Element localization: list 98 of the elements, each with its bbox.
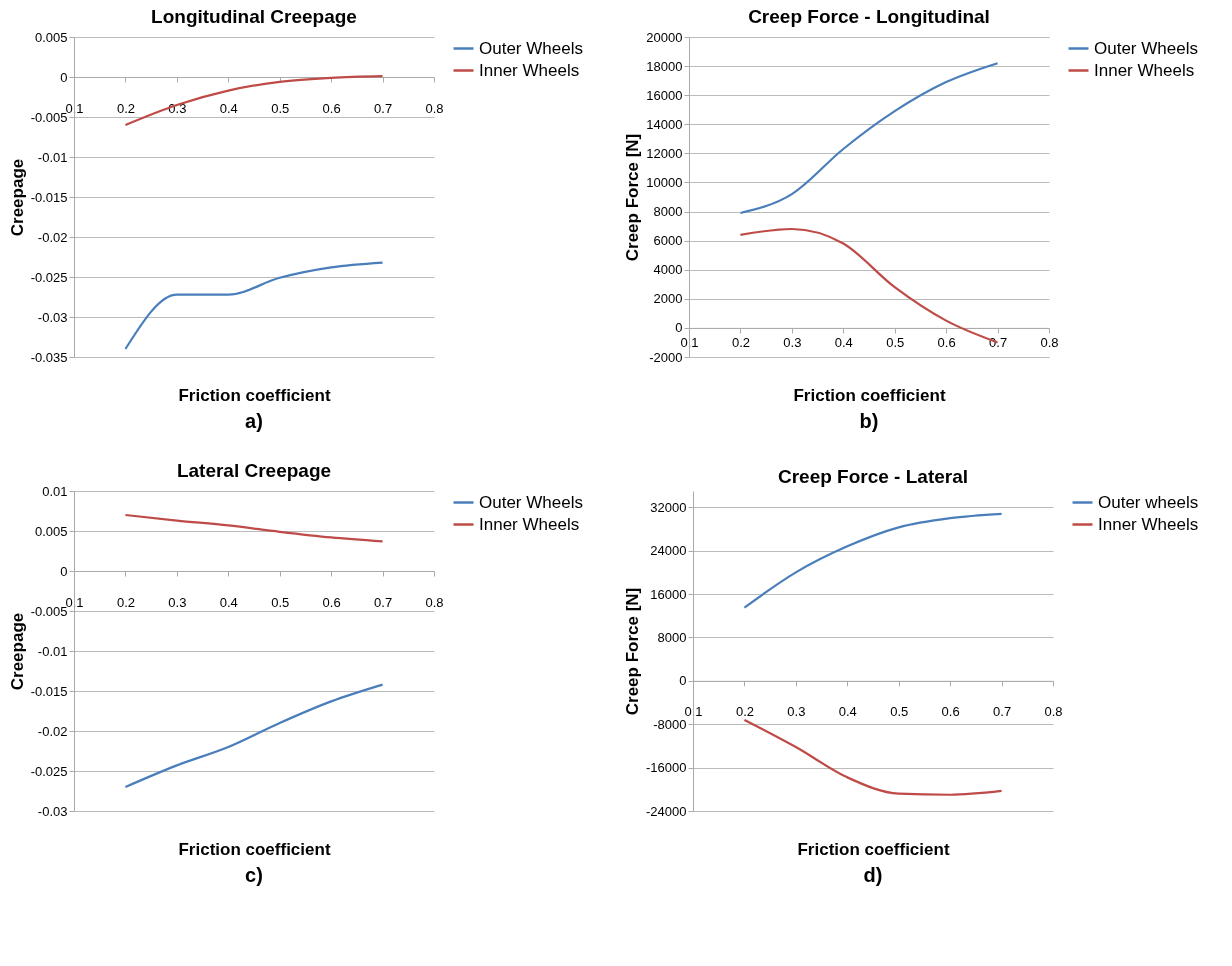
- x-tick-label: 0.6: [937, 335, 956, 351]
- y-axis-title: Creepage: [7, 158, 27, 237]
- y-tick-label: 16000: [650, 586, 687, 602]
- x-tick-label: 0.5: [271, 100, 290, 116]
- y-tick-label: 10000: [646, 174, 683, 190]
- legend-label: Outer Wheels: [1094, 38, 1198, 58]
- y-tick-label: 32000: [650, 499, 687, 515]
- x-tick-label: 0.6: [322, 594, 341, 610]
- x-tick-label: 0.8: [425, 100, 444, 116]
- y-tick-label: 0: [675, 320, 683, 336]
- chart-title: Lateral Creepage: [176, 460, 332, 481]
- line-series: [124, 683, 384, 789]
- text: d): [863, 864, 883, 886]
- y-axis-title: Creep Force [N]: [623, 587, 643, 716]
- x-tick-label: 0.6: [941, 704, 960, 720]
- x-tick-label: 0.4: [834, 335, 853, 351]
- x-tick-label: 0.3: [787, 704, 806, 720]
- x-axis-title: Friction coefficient: [178, 385, 331, 405]
- x-tick-label: 0.6: [322, 100, 341, 116]
- x-tick-label: 0.2: [735, 704, 754, 720]
- x-tick-label: 0.4: [219, 100, 238, 116]
- x-tick-label: 0.1: [65, 594, 84, 610]
- y-tick-label: -24000: [646, 803, 687, 819]
- x-tick-label: 0.4: [219, 594, 238, 610]
- x-tick-label: 0.7: [993, 704, 1012, 720]
- legend-label: Inner Wheels: [1098, 514, 1199, 534]
- chart-title: Creep Force - Longitudinal: [748, 6, 990, 27]
- y-tick-label: 12000: [646, 145, 683, 161]
- y-tick-label: 6000: [653, 233, 683, 249]
- x-tick-label: 0.8: [425, 594, 444, 610]
- y-tick-label: -8000: [653, 716, 687, 732]
- x-tick-label: 0.2: [116, 594, 135, 610]
- y-tick-label: 16000: [646, 87, 683, 103]
- y-tick-label: -0.02: [37, 723, 68, 739]
- y-tick-label: 24000: [650, 543, 687, 559]
- x-tick-label: 0.7: [374, 100, 393, 116]
- legend-label: Outer Wheels: [479, 38, 583, 58]
- legend-label: Inner Wheels: [479, 514, 580, 534]
- legend-label: Outer wheels: [1098, 492, 1199, 512]
- y-tick-label: -0.025: [30, 763, 68, 779]
- x-tick-label: 0.2: [731, 335, 750, 351]
- x-tick-label: 0.5: [886, 335, 905, 351]
- y-tick-label: 0.01: [42, 483, 68, 499]
- text: c): [245, 864, 263, 886]
- y-tick-label: 0: [60, 563, 68, 579]
- x-tick-label: 0.4: [838, 704, 857, 720]
- y-tick-label: -0.025: [30, 269, 68, 285]
- x-tick-label: 0.1: [684, 704, 703, 720]
- x-tick-label: 0.3: [783, 335, 802, 351]
- y-axis-title: Creepage: [7, 612, 27, 691]
- line-series: [743, 512, 1003, 609]
- x-tick-label: 0.7: [374, 594, 393, 610]
- text: b): [859, 410, 879, 432]
- line-series: [124, 513, 384, 543]
- y-tick-label: -0.01: [37, 149, 68, 165]
- y-tick-label: 18000: [646, 58, 683, 74]
- chart-title: Longitudinal Creepage: [151, 6, 357, 27]
- x-axis-title: Friction coefficient: [178, 839, 331, 859]
- line-series: [743, 718, 1003, 796]
- y-tick-label: 2000: [653, 291, 683, 307]
- y-tick-label: 0: [679, 673, 687, 689]
- x-tick-label: 0.1: [680, 335, 699, 351]
- chart-title: Creep Force - Lateral: [777, 466, 969, 487]
- line-series: [739, 62, 999, 215]
- y-tick-label: 8000: [657, 629, 687, 645]
- line-series: [124, 261, 384, 351]
- y-tick-label: 20000: [646, 29, 683, 45]
- x-axis-title: Friction coefficient: [793, 385, 946, 405]
- legend-label: Inner Wheels: [1094, 60, 1195, 80]
- x-tick-label: 0.5: [890, 704, 909, 720]
- y-tick-label: -0.01: [37, 643, 68, 659]
- legend-label: Outer Wheels: [479, 492, 583, 512]
- y-tick-label: -0.015: [30, 683, 68, 699]
- x-tick-label: 0.7: [989, 335, 1008, 351]
- x-tick-label: 0.3: [168, 100, 187, 116]
- x-tick-label: 0.1: [65, 100, 84, 116]
- y-tick-label: 4000: [653, 262, 683, 278]
- x-tick-label: 0.2: [116, 100, 135, 116]
- y-tick-label: -0.03: [37, 803, 68, 819]
- y-tick-label: -0.035: [30, 349, 68, 365]
- y-tick-label: -0.015: [30, 189, 68, 205]
- x-tick-label: 0.8: [1044, 704, 1063, 720]
- y-tick-label: 0.005: [34, 523, 68, 539]
- legend-label: Inner Wheels: [479, 60, 580, 80]
- y-tick-label: 8000: [653, 204, 683, 220]
- y-tick-label: -0.03: [37, 309, 68, 325]
- x-axis-title: Friction coefficient: [797, 839, 950, 859]
- x-tick-label: 0.5: [271, 594, 290, 610]
- text: a): [245, 410, 263, 432]
- y-tick-label: -16000: [646, 760, 687, 776]
- y-tick-label: 0.005: [34, 29, 68, 45]
- x-tick-label: 0.3: [168, 594, 187, 610]
- y-tick-label: -0.02: [37, 229, 68, 245]
- x-tick-label: 0.8: [1040, 335, 1059, 351]
- y-tick-label: -2000: [649, 349, 683, 365]
- y-tick-label: 0: [60, 69, 68, 85]
- y-axis-title: Creep Force [N]: [623, 133, 643, 262]
- y-tick-label: 14000: [646, 116, 683, 132]
